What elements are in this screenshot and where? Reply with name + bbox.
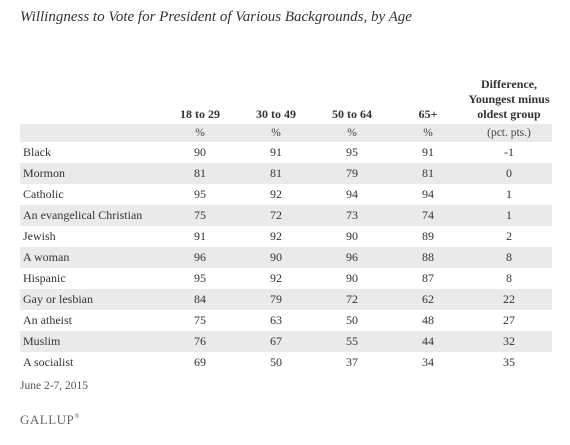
column-header-65-plus: 65+ — [418, 107, 438, 121]
row-label: Hispanic — [23, 271, 66, 285]
value-cell: 37 — [346, 355, 358, 369]
value-cell: 94 — [422, 187, 434, 201]
row-label: Muslim — [20, 331, 162, 352]
value-cell: 91 — [194, 229, 206, 243]
value-cell: 81 — [162, 163, 238, 184]
difference-cell: 0 — [466, 163, 552, 184]
value-cell: 96 — [314, 247, 390, 268]
value-cell: 92 — [270, 187, 282, 201]
value-cell: 79 — [314, 163, 390, 184]
value-cell: 81 — [238, 163, 314, 184]
table-row: A woman 96 90 96 88 8 — [20, 247, 552, 268]
value-cell: 94 — [346, 187, 358, 201]
value-cell: 91 — [422, 145, 434, 159]
registered-mark: ® — [74, 412, 81, 421]
value-cell: 62 — [390, 289, 466, 310]
row-label: Gay or lesbian — [20, 289, 162, 310]
value-cell: 72 — [238, 205, 314, 226]
row-label: A woman — [20, 247, 162, 268]
table-row: Gay or lesbian 84 79 72 62 22 — [20, 289, 552, 310]
unit-label-spacer — [20, 124, 162, 142]
value-cell: 90 — [346, 229, 358, 243]
unit-cell: (pct. pts.) — [466, 124, 552, 142]
value-cell: 34 — [422, 355, 434, 369]
value-cell: 44 — [390, 331, 466, 352]
unit-cell: % — [238, 124, 314, 142]
unit-cell: % — [314, 124, 390, 142]
value-cell: 81 — [390, 163, 466, 184]
value-cell: 95 — [194, 187, 206, 201]
value-cell: 76 — [162, 331, 238, 352]
difference-cell: 32 — [466, 331, 552, 352]
difference-cell: 1 — [506, 187, 512, 201]
difference-cell: 27 — [503, 313, 515, 327]
difference-cell: 35 — [503, 355, 515, 369]
row-label: Black — [23, 145, 51, 159]
row-label: Catholic — [23, 187, 64, 201]
value-cell: 67 — [238, 331, 314, 352]
table-row: Black 90 91 95 91 -1 — [20, 142, 552, 163]
column-header-row: 18 to 29 30 to 49 50 to 64 65+ Differenc… — [20, 40, 552, 124]
difference-cell: 8 — [506, 271, 512, 285]
value-cell: 84 — [162, 289, 238, 310]
unit-cell: % — [162, 124, 238, 142]
value-cell: 87 — [422, 271, 434, 285]
row-label: Jewish — [23, 229, 56, 243]
value-cell: 75 — [194, 313, 206, 327]
difference-cell: 22 — [466, 289, 552, 310]
value-cell: 88 — [390, 247, 466, 268]
value-cell: 79 — [238, 289, 314, 310]
value-cell: 55 — [314, 331, 390, 352]
table-row: Hispanic 95 92 90 87 8 — [20, 268, 552, 289]
table-row: A socialist 69 50 37 34 35 — [20, 352, 552, 373]
column-header-30-to-49: 30 to 49 — [256, 107, 296, 121]
value-cell: 91 — [270, 145, 282, 159]
table-body: Black 90 91 95 91 -1 Mormon 81 81 79 81 0 Catholic 95… — [20, 142, 552, 373]
value-cell: 69 — [194, 355, 206, 369]
value-cell: 95 — [194, 271, 206, 285]
chart-title: Willingness to Vote for President of Var… — [20, 9, 412, 25]
value-cell: 48 — [422, 313, 434, 327]
value-cell: 50 — [346, 313, 358, 327]
column-header-difference: Difference, Youngest minus oldest group — [468, 77, 550, 121]
difference-cell: -1 — [504, 145, 514, 159]
value-cell: 92 — [270, 271, 282, 285]
value-cell: 89 — [422, 229, 434, 243]
value-cell: 63 — [270, 313, 282, 327]
survey-date-footnote: June 2-7, 2015 — [20, 380, 89, 392]
table-row: Jewish 91 92 90 89 2 — [20, 226, 552, 247]
value-cell: 90 — [194, 145, 206, 159]
data-table: 18 to 29 30 to 49 50 to 64 65+ Differenc… — [20, 40, 552, 373]
gallup-logo: GALLUP® — [20, 412, 80, 428]
row-label: A socialist — [23, 355, 74, 369]
difference-cell: 2 — [506, 229, 512, 243]
table-row: An atheist 75 63 50 48 27 — [20, 310, 552, 331]
logo-text: GALLUP — [20, 412, 75, 427]
value-cell: 50 — [270, 355, 282, 369]
table-row: Catholic 95 92 94 94 1 — [20, 184, 552, 205]
value-cell: 96 — [162, 247, 238, 268]
column-header-50-to-64: 50 to 64 — [332, 107, 372, 121]
value-cell: 90 — [238, 247, 314, 268]
value-cell: 92 — [270, 229, 282, 243]
difference-cell: 1 — [466, 205, 552, 226]
value-cell: 95 — [346, 145, 358, 159]
row-label: An evangelical Christian — [20, 205, 162, 226]
row-label: An atheist — [23, 313, 72, 327]
row-label-header — [20, 40, 162, 124]
difference-cell: 8 — [466, 247, 552, 268]
value-cell: 90 — [346, 271, 358, 285]
value-cell: 74 — [390, 205, 466, 226]
unit-row: % % % % (pct. pts.) — [20, 124, 552, 142]
value-cell: 72 — [314, 289, 390, 310]
table-row: Muslim 76 67 55 44 32 — [20, 331, 552, 352]
value-cell: 73 — [314, 205, 390, 226]
table-row: An evangelical Christian 75 72 73 74 1 — [20, 205, 552, 226]
column-header-18-to-29: 18 to 29 — [180, 107, 220, 121]
value-cell: 75 — [162, 205, 238, 226]
unit-cell: % — [390, 124, 466, 142]
table-row: Mormon 81 81 79 81 0 — [20, 163, 552, 184]
row-label: Mormon — [20, 163, 162, 184]
